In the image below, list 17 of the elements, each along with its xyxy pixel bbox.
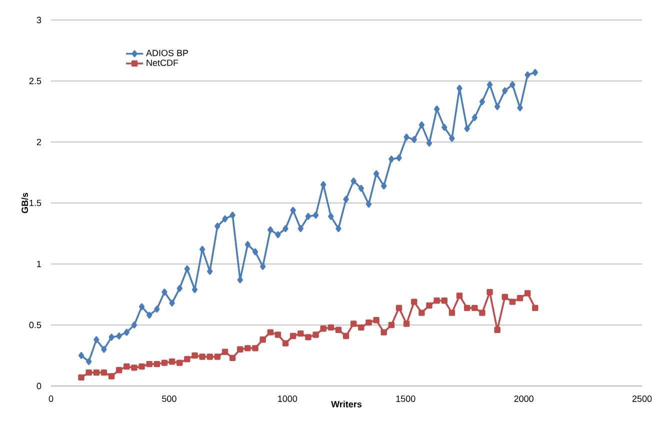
x-tick-label: 500 [162,396,176,402]
legend-label: NetCDF [146,60,178,66]
y-axis-title: GB/s [21,192,28,214]
x-tick-label: 1500 [396,396,416,402]
x-tick-label: 2500 [632,396,652,402]
legend-label: ADIOS BP [146,50,188,56]
y-tick-label: 0 [36,382,42,390]
x-axis-title: Writers [331,400,362,408]
x-tick-label: 2000 [514,396,534,402]
y-tick-label: 1.5 [30,200,42,206]
y-tick-label: 2.5 [29,78,42,84]
y-tick-label: 0.5 [29,322,42,328]
x-tick-label: 0 [48,396,54,402]
y-tick-label: 2 [36,138,42,146]
y-tick-label: 3 [36,16,42,24]
x-tick-label: 1000 [278,396,298,402]
y-tick-label: 1 [37,260,42,268]
